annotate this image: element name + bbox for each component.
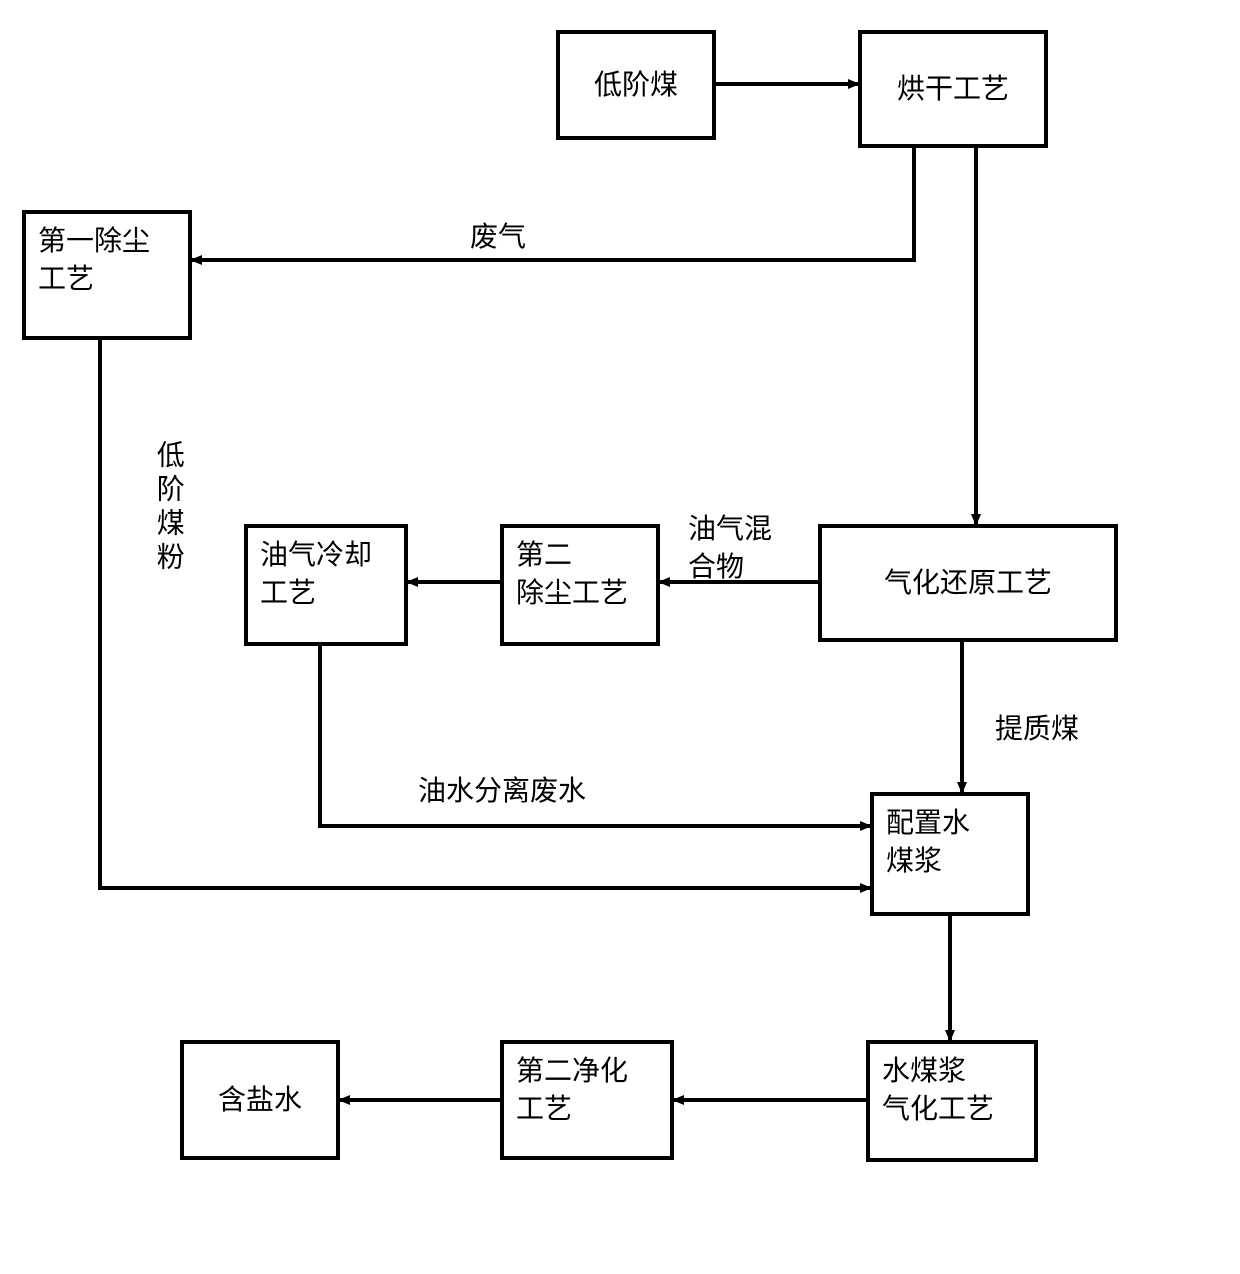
node-label: 第二 除尘工艺	[516, 536, 628, 612]
edge-label-e-gasred-slurry: 提质煤	[995, 710, 1079, 748]
node-brine: 含盐水	[180, 1040, 340, 1160]
node-drying: 烘干工艺	[858, 30, 1048, 148]
node-label: 气化还原工艺	[884, 564, 1052, 602]
node-label: 烘干工艺	[897, 70, 1009, 108]
edge-label-e-dust1-slurry: 低阶煤粉	[150, 440, 188, 576]
flowchart-canvas: 低阶煤 烘干工艺第一除尘 工艺气化还原工艺 第二 除尘工艺 油气冷却 工艺配置水 煤浆…	[0, 0, 1240, 1274]
node-gasification-red: 气化还原工艺	[818, 524, 1118, 642]
edge-e-dry-dust1	[192, 148, 914, 260]
node-dust-2: 第二 除尘工艺	[500, 524, 660, 646]
node-label: 第一除尘 工艺	[38, 222, 150, 298]
node-dust-1: 第一除尘 工艺	[22, 210, 192, 340]
node-label: 配置水 煤浆	[886, 804, 970, 880]
edge-e-cool-slurry	[320, 646, 870, 826]
node-oil-gas-cooling: 油气冷却 工艺	[244, 524, 408, 646]
edge-label-e-cool-slurry: 油水分离废水	[418, 772, 586, 810]
node-slurry-config: 配置水 煤浆	[870, 792, 1030, 916]
node-label: 低阶煤	[594, 66, 678, 104]
edge-label-e-dry-dust1: 废气	[470, 218, 526, 256]
node-label: 第二净化 工艺	[516, 1052, 628, 1128]
node-label: 水煤浆 气化工艺	[882, 1052, 994, 1128]
node-label: 含盐水	[218, 1081, 302, 1119]
edge-label-e-gasred-dust2: 油气混 合物	[688, 510, 772, 586]
node-purify-2: 第二净化 工艺	[500, 1040, 674, 1160]
node-slurry-gasify: 水煤浆 气化工艺	[866, 1040, 1038, 1162]
node-low-rank-coal: 低阶煤	[556, 30, 716, 140]
node-label: 油气冷却 工艺	[260, 536, 372, 612]
